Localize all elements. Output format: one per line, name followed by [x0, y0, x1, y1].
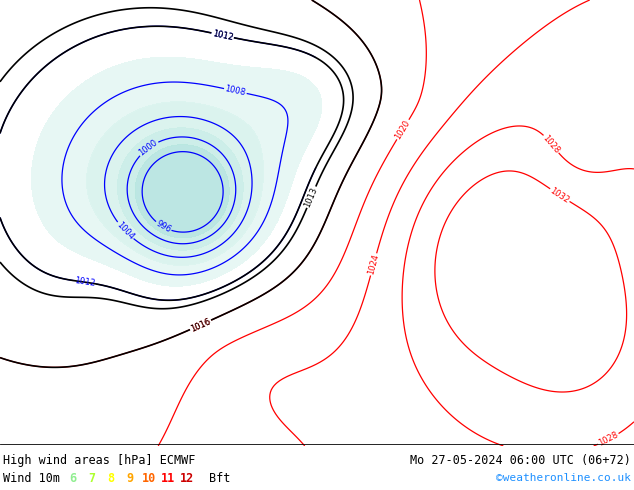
Text: 1032: 1032 [548, 186, 571, 205]
Text: High wind areas [hPa] ECMWF: High wind areas [hPa] ECMWF [3, 454, 195, 466]
Text: 1028: 1028 [541, 133, 562, 155]
Text: 996: 996 [154, 219, 172, 235]
Text: 1004: 1004 [115, 220, 136, 242]
Text: 8: 8 [107, 472, 115, 485]
Text: 9: 9 [126, 472, 134, 485]
Text: 1012: 1012 [74, 276, 96, 288]
Text: 12: 12 [180, 472, 194, 485]
Text: 6: 6 [69, 472, 77, 485]
Text: 1028: 1028 [597, 431, 620, 448]
Text: Bft: Bft [209, 472, 231, 485]
Text: 1012: 1012 [211, 29, 234, 42]
Text: 1013: 1013 [303, 186, 320, 209]
Text: Wind 10m: Wind 10m [3, 472, 60, 485]
Text: 1000: 1000 [138, 138, 160, 158]
Text: 1012: 1012 [211, 29, 234, 42]
Text: ©weatheronline.co.uk: ©weatheronline.co.uk [496, 473, 631, 483]
Text: 10: 10 [142, 472, 156, 485]
Text: 1008: 1008 [224, 84, 247, 98]
Text: 1024: 1024 [366, 253, 380, 276]
Text: Mo 27-05-2024 06:00 UTC (06+72): Mo 27-05-2024 06:00 UTC (06+72) [410, 454, 631, 466]
Text: 1016: 1016 [189, 317, 212, 333]
Text: 1020: 1020 [394, 118, 412, 141]
Text: 1016: 1016 [189, 317, 212, 333]
Text: 11: 11 [161, 472, 175, 485]
Text: 7: 7 [88, 472, 96, 485]
